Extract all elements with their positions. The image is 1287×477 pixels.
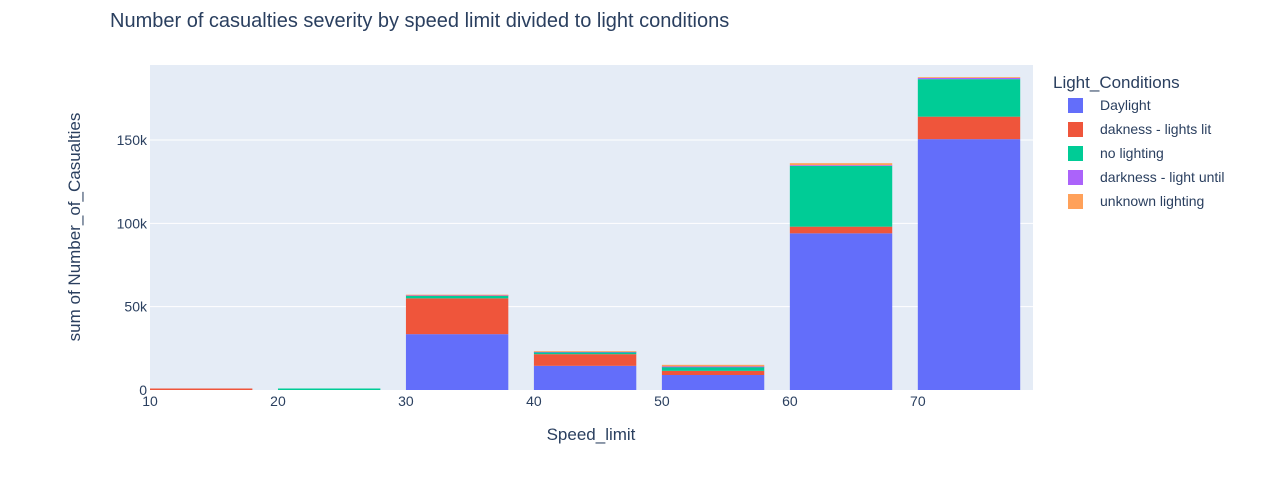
bar-segment (533, 351, 637, 353)
x-tick-label: 60 (782, 393, 798, 409)
x-axis-title: Speed_limit (547, 425, 636, 444)
x-tick-label: 10 (142, 393, 158, 409)
bar-segment (277, 388, 381, 390)
bars (150, 77, 1021, 390)
plot-area (150, 65, 1033, 390)
bar-segment (405, 334, 509, 390)
bar-segment (405, 295, 509, 299)
bar-segment (661, 375, 765, 390)
legend-swatch (1068, 170, 1083, 185)
legend-item[interactable]: unknown lighting (1068, 193, 1204, 209)
legend-item[interactable]: darkness - light until (1068, 169, 1225, 185)
bar-segment (661, 366, 765, 368)
y-tick-label: 100k (117, 215, 148, 231)
bar-segment (917, 116, 1021, 140)
legend-swatch (1068, 146, 1083, 161)
x-tick-label: 30 (398, 393, 414, 409)
legend: Light_Conditions Daylight dakness - light… (1053, 73, 1225, 209)
legend-label: no lighting (1100, 145, 1164, 161)
bar-segment (789, 165, 893, 227)
x-axis-ticks: 10 20 30 40 50 60 70 (142, 393, 926, 409)
bar-segment (789, 163, 893, 166)
legend-swatch (1068, 122, 1083, 137)
bar-segment (789, 233, 893, 390)
legend-item[interactable]: no lighting (1068, 145, 1164, 161)
bar-segment (533, 365, 637, 390)
x-tick-label: 50 (654, 393, 670, 409)
x-tick-label: 20 (270, 393, 286, 409)
bar-segment (533, 352, 637, 355)
bar-segment (533, 351, 637, 352)
bar-segment (789, 226, 893, 234)
bar-segment (917, 78, 1021, 80)
legend-label: Daylight (1100, 97, 1151, 113)
bar-segment (405, 294, 509, 296)
bar-segment (917, 79, 1021, 117)
bar-segment (661, 370, 765, 375)
legend-label: dakness - lights lit (1100, 121, 1211, 137)
bar-segment (789, 165, 893, 166)
bar-segment (150, 388, 253, 390)
y-tick-label: 150k (117, 132, 148, 148)
bar-segment (533, 354, 637, 366)
bar-segment (405, 298, 509, 335)
x-tick-label: 70 (910, 393, 926, 409)
legend-label: darkness - light until (1100, 169, 1225, 185)
legend-item[interactable]: Daylight (1068, 97, 1151, 113)
legend-swatch (1068, 194, 1083, 209)
chart-title: Number of casualties severity by speed l… (110, 10, 729, 32)
bar-segment (661, 366, 765, 371)
legend-title: Light_Conditions (1053, 73, 1180, 92)
legend-item[interactable]: dakness - lights lit (1068, 121, 1211, 137)
bar-segment (917, 77, 1021, 78)
x-tick-label: 40 (526, 393, 542, 409)
y-tick-label: 50k (124, 299, 148, 315)
y-axis-ticks: 0 50k 100k 150k (117, 132, 148, 398)
y-axis-title: sum of Number_of_Casualties (65, 113, 84, 342)
legend-label: unknown lighting (1100, 193, 1204, 209)
bar-segment (917, 139, 1021, 390)
bar-segment (661, 364, 765, 367)
legend-swatch (1068, 98, 1083, 113)
y-tick-label: 0 (139, 382, 147, 398)
bar-segment (405, 295, 509, 296)
